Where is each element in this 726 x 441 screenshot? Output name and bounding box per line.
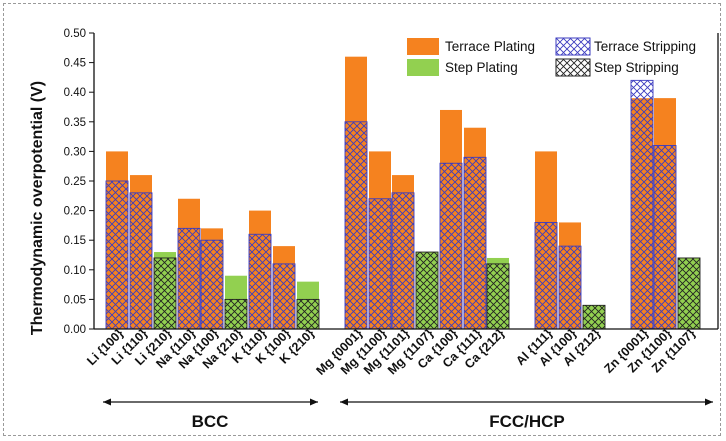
bar-terrace-stripping-mg-1100 <box>368 198 392 330</box>
y-tick-label-0: 0.00 <box>64 324 86 336</box>
legend-label-step-stripping: Step Stripping <box>594 60 679 75</box>
bar-terrace-stripping-k-100 <box>272 263 296 330</box>
group-brackets: BCC FCC/HCP <box>103 398 713 431</box>
bar-terrace-stripping-mg-1101 <box>391 192 415 330</box>
bar-terrace-stripping-mg-0001 <box>344 121 368 330</box>
bar-terrace-stripping-al-100 <box>558 245 582 330</box>
fcc-hcp-group-label: FCC/HCP <box>489 412 565 431</box>
y-axis-label: Thermodynamic overpotential (V) <box>29 81 46 335</box>
y-tick-label-6: 0.30 <box>64 146 86 158</box>
bar-terrace-stripping-li-100 <box>105 180 129 330</box>
y-tick-label-5: 0.25 <box>64 176 86 188</box>
bcc-group-label: BCC <box>192 412 229 431</box>
bar-terrace-stripping-li-110 <box>129 192 153 330</box>
bar-step-stripping-na-210 <box>224 298 248 330</box>
y-tick-label-2: 0.10 <box>64 265 86 277</box>
legend: Terrace Plating Terrace Stripping Step P… <box>407 37 696 77</box>
bar-terrace-stripping-al-111 <box>534 221 558 330</box>
legend-label-step-plating: Step Plating <box>445 60 518 75</box>
bar-step-stripping-li-210 <box>153 257 177 330</box>
bar-terrace-stripping-zn-1100 <box>653 145 677 330</box>
bar-terrace-stripping-na-100 <box>200 239 224 330</box>
bar-step-stripping-mg-1107 <box>415 251 439 330</box>
bar-terrace-stripping-zn-0001 <box>630 79 654 330</box>
bar-step-stripping-al-212 <box>582 304 606 330</box>
y-tick-label-10: 0.50 <box>64 28 86 40</box>
legend-label-terrace-plating: Terrace Plating <box>445 39 535 54</box>
bar-terrace-stripping-ca-100 <box>439 162 463 330</box>
y-tick-label-1: 0.05 <box>64 294 86 306</box>
bar-step-stripping-k-210 <box>296 298 320 330</box>
bar-terrace-stripping-k-110 <box>248 233 272 330</box>
bar-terrace-stripping-ca-111 <box>463 156 487 330</box>
bar-terrace-stripping-na-110 <box>177 227 201 330</box>
y-tick-label-9: 0.45 <box>64 58 86 70</box>
figure-frame <box>3 3 721 436</box>
y-tick-label-4: 0.20 <box>64 206 86 218</box>
bar-step-stripping-ca-212 <box>486 263 510 330</box>
legend-label-terrace-stripping: Terrace Stripping <box>594 39 696 54</box>
bar-step-stripping-zn-1107 <box>677 257 701 330</box>
y-tick-label-7: 0.35 <box>64 117 86 129</box>
legend-swatch-terrace-plating <box>407 38 439 55</box>
legend-swatch-terrace-stripping <box>556 38 590 55</box>
y-tick-label-3: 0.15 <box>64 235 86 247</box>
legend-swatch-step-plating <box>407 59 439 76</box>
bars-layer <box>105 56 701 330</box>
legend-swatch-step-stripping <box>556 59 590 76</box>
y-tick-label-8: 0.40 <box>64 87 86 99</box>
